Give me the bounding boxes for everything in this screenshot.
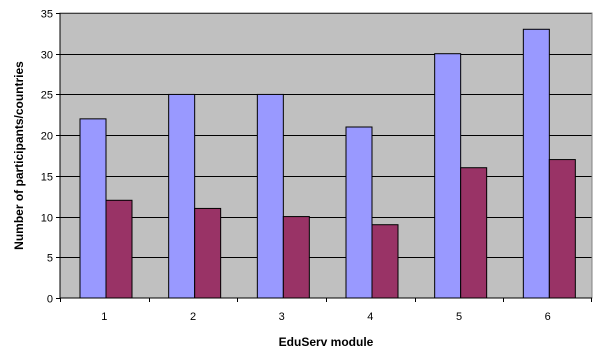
bar-series-2-category-3 — [282, 216, 310, 299]
y-tick-label: 10 — [41, 213, 53, 225]
y-ticks: 0 5 10 15 20 25 30 35 — [41, 9, 60, 306]
y-tick-label: 35 — [41, 9, 53, 21]
bar-series-1-category-5 — [434, 53, 462, 299]
y-tick-label: 25 — [41, 90, 53, 102]
y-tick-label: 5 — [47, 253, 53, 265]
x-axis-title: EduServ module — [279, 335, 374, 349]
bar-series-2-category-2 — [194, 207, 222, 299]
bar-series-2-category-5 — [460, 167, 488, 299]
x-tick-label: 6 — [545, 311, 551, 323]
x-tick-label: 1 — [101, 311, 107, 323]
plot-area — [60, 13, 592, 298]
bar-series-1-category-6 — [522, 28, 550, 299]
x-tick-label: 2 — [190, 311, 196, 323]
bars — [79, 28, 576, 299]
y-axis-title: Number of participants/countries — [12, 61, 26, 250]
x-ticks: 1 2 3 4 5 6 — [60, 298, 592, 323]
y-tick-label: 30 — [41, 50, 53, 62]
y-tick-label: 15 — [41, 172, 53, 184]
bar-series-1-category-2 — [168, 93, 196, 299]
bar-series-2-category-4 — [371, 224, 399, 299]
bar-series-2-category-1 — [105, 199, 133, 299]
x-tick-label: 4 — [367, 311, 373, 323]
x-tick-label: 3 — [279, 311, 285, 323]
y-tick-label: 0 — [47, 294, 53, 306]
x-tick-label: 5 — [456, 311, 462, 323]
bar-series-1-category-3 — [256, 93, 284, 299]
bar-series-1-category-4 — [345, 126, 373, 299]
bar-series-2-category-6 — [548, 159, 576, 299]
y-tick-label: 20 — [41, 131, 53, 143]
bar-series-1-category-1 — [79, 118, 107, 299]
